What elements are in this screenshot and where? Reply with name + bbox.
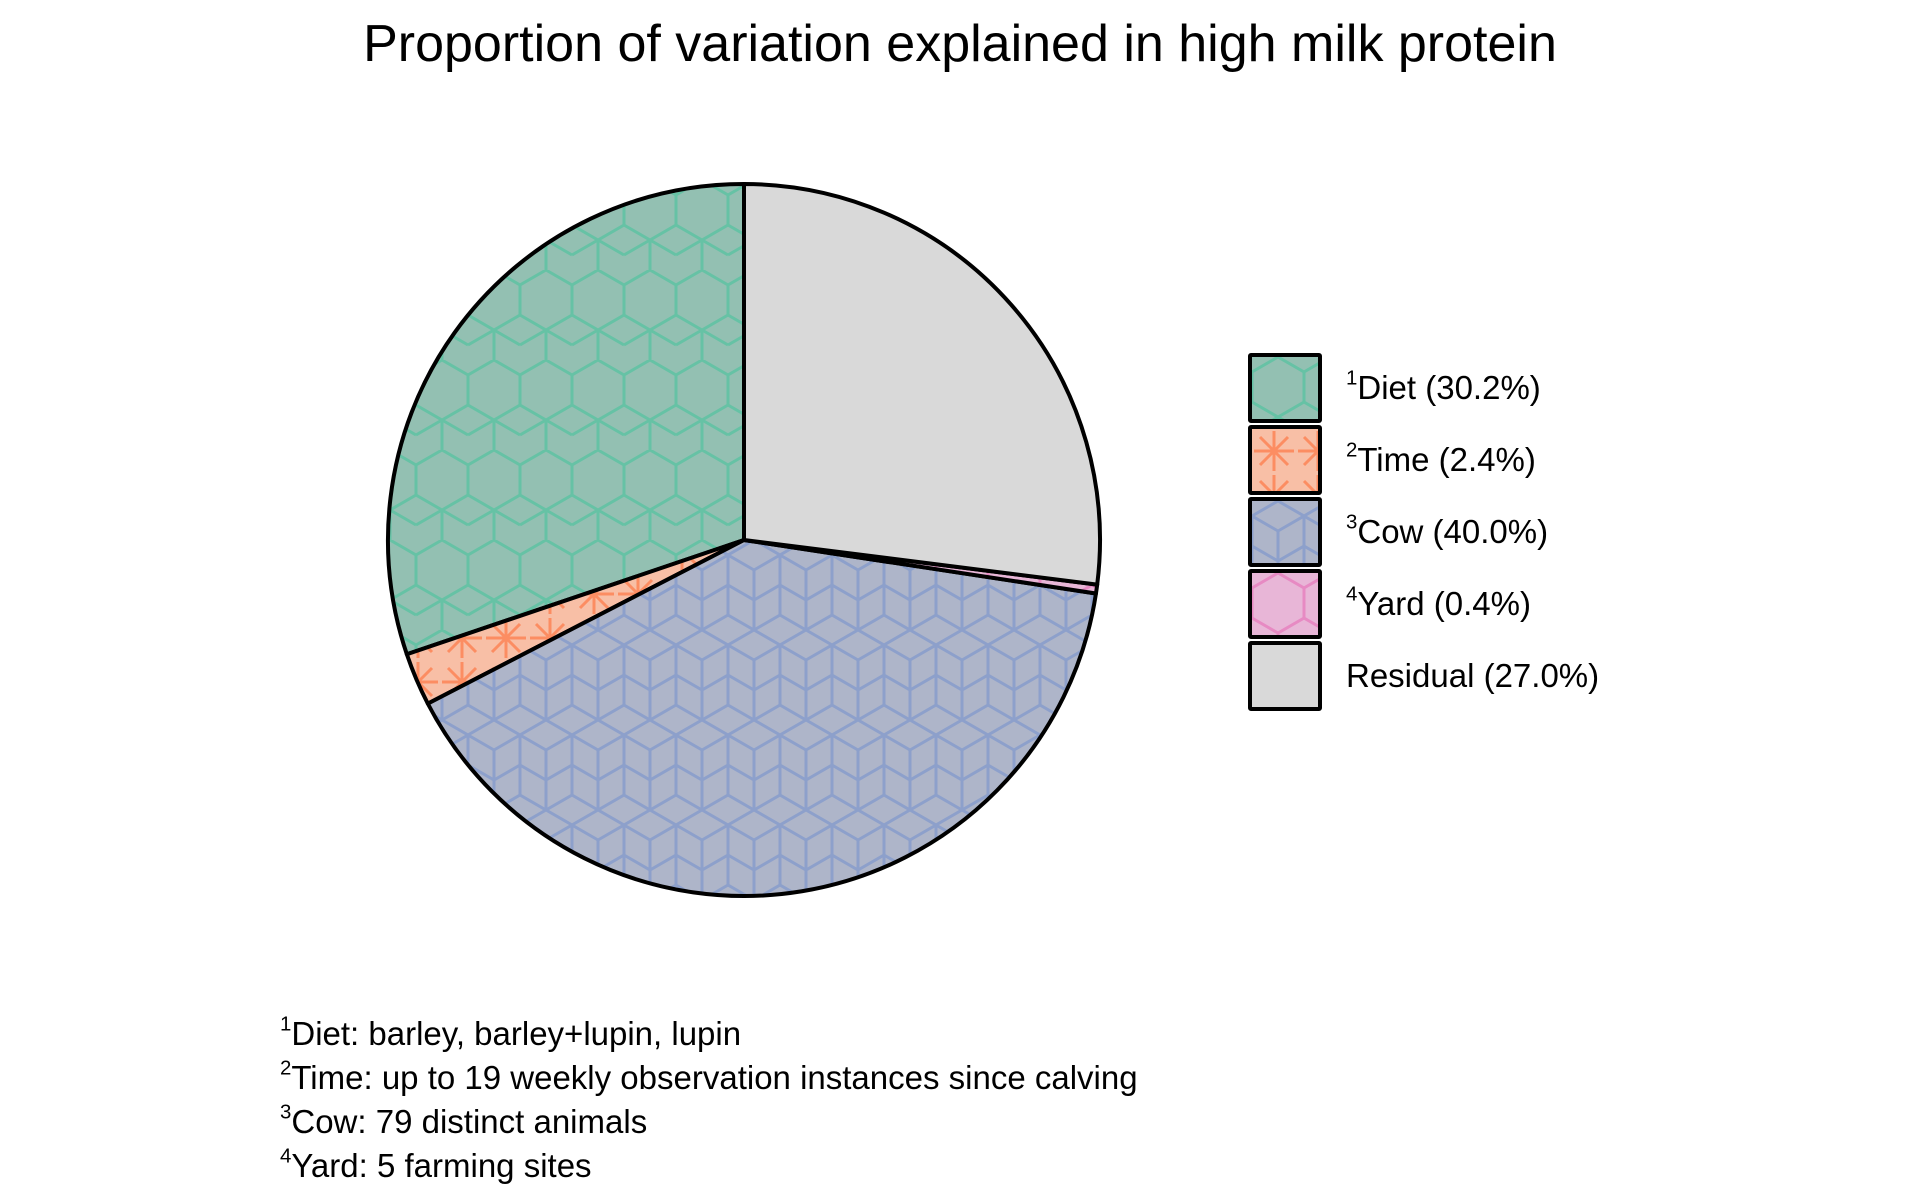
legend-item-diet: 1Diet (30.2%): [1248, 352, 1599, 424]
legend-label-residual: Residual (27.0%): [1346, 657, 1600, 694]
legend-item-time: 2Time (2.4%): [1248, 424, 1599, 496]
footnote-yard: 4Yard: 5 farming sites: [280, 1144, 592, 1184]
legend-swatch-time: [1248, 425, 1322, 495]
chart-legend: 1Diet (30.2%) 2Time (2.4%) 3Cow (40.0%) 4Ya…: [1248, 352, 1599, 712]
legend-item-residual: Residual (27.0%): [1248, 640, 1599, 712]
legend-label-diet: 1Diet (30.2%): [1346, 366, 1541, 406]
legend-label-yard: 4Yard (0.4%): [1346, 582, 1531, 622]
pie-slice-diet: [386, 182, 746, 657]
footnotes: 1Diet: barley, barley+lupin, lupin 2Time…: [280, 1012, 1138, 1188]
legend-swatch-residual: [1248, 641, 1322, 711]
footnote-diet: 1Diet: barley, barley+lupin, lupin: [280, 1012, 742, 1052]
legend-label-time: 2Time (2.4%): [1346, 438, 1536, 478]
legend-item-yard: 4Yard (0.4%): [1248, 568, 1599, 640]
legend-swatch-cow: [1248, 497, 1322, 567]
legend-swatch-yard: [1248, 569, 1322, 639]
pie-slice-cow: [425, 538, 1098, 898]
footnote-cow: 3Cow: 79 distinct animals: [280, 1100, 648, 1140]
legend-item-cow: 3Cow (40.0%): [1248, 496, 1599, 568]
legend-label-cow: 3Cow (40.0%): [1346, 510, 1549, 550]
legend-swatch-diet: [1248, 353, 1322, 423]
footnote-time: 2Time: up to 19 weekly observation insta…: [280, 1056, 1138, 1096]
chart-title: Proportion of variation explained in hig…: [363, 15, 1557, 73]
pie-slice-residual: [742, 182, 1102, 587]
